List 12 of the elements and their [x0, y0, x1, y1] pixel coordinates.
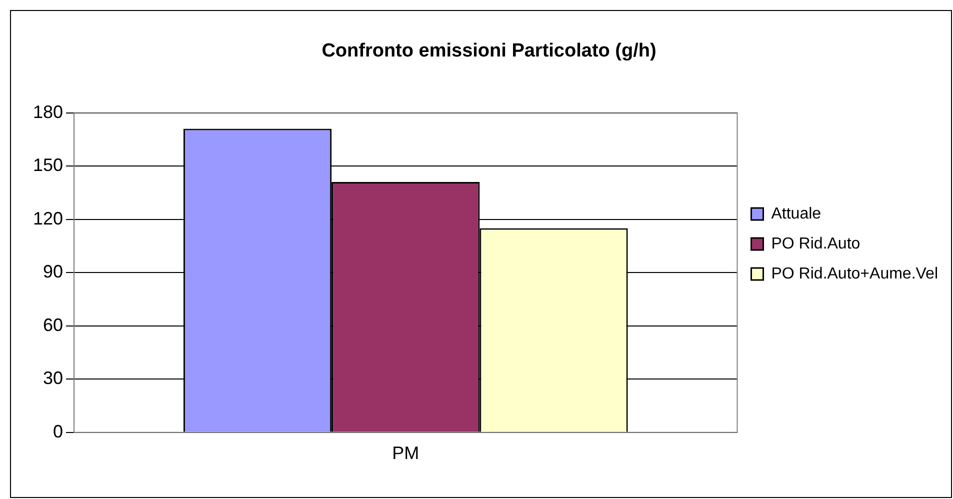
y-tick-label: 180: [32, 102, 64, 122]
legend-label: PO Rid.Auto: [771, 235, 860, 252]
x-tick-label: PM: [392, 443, 420, 464]
legend-label: PO Rid.Auto+Aume.Vel: [771, 265, 938, 282]
legend-label: Attuale: [771, 205, 822, 222]
y-tick-label: 0: [53, 421, 64, 442]
y-tick-label: 90: [43, 262, 64, 282]
y-tick-label: 120: [32, 208, 64, 228]
y-tick-label: 60: [43, 314, 64, 335]
y-tick-label: 150: [32, 155, 64, 176]
y-tick-label: 30: [43, 368, 64, 388]
chart-title: Confronto emissioni Particolato (g/h): [322, 40, 656, 62]
